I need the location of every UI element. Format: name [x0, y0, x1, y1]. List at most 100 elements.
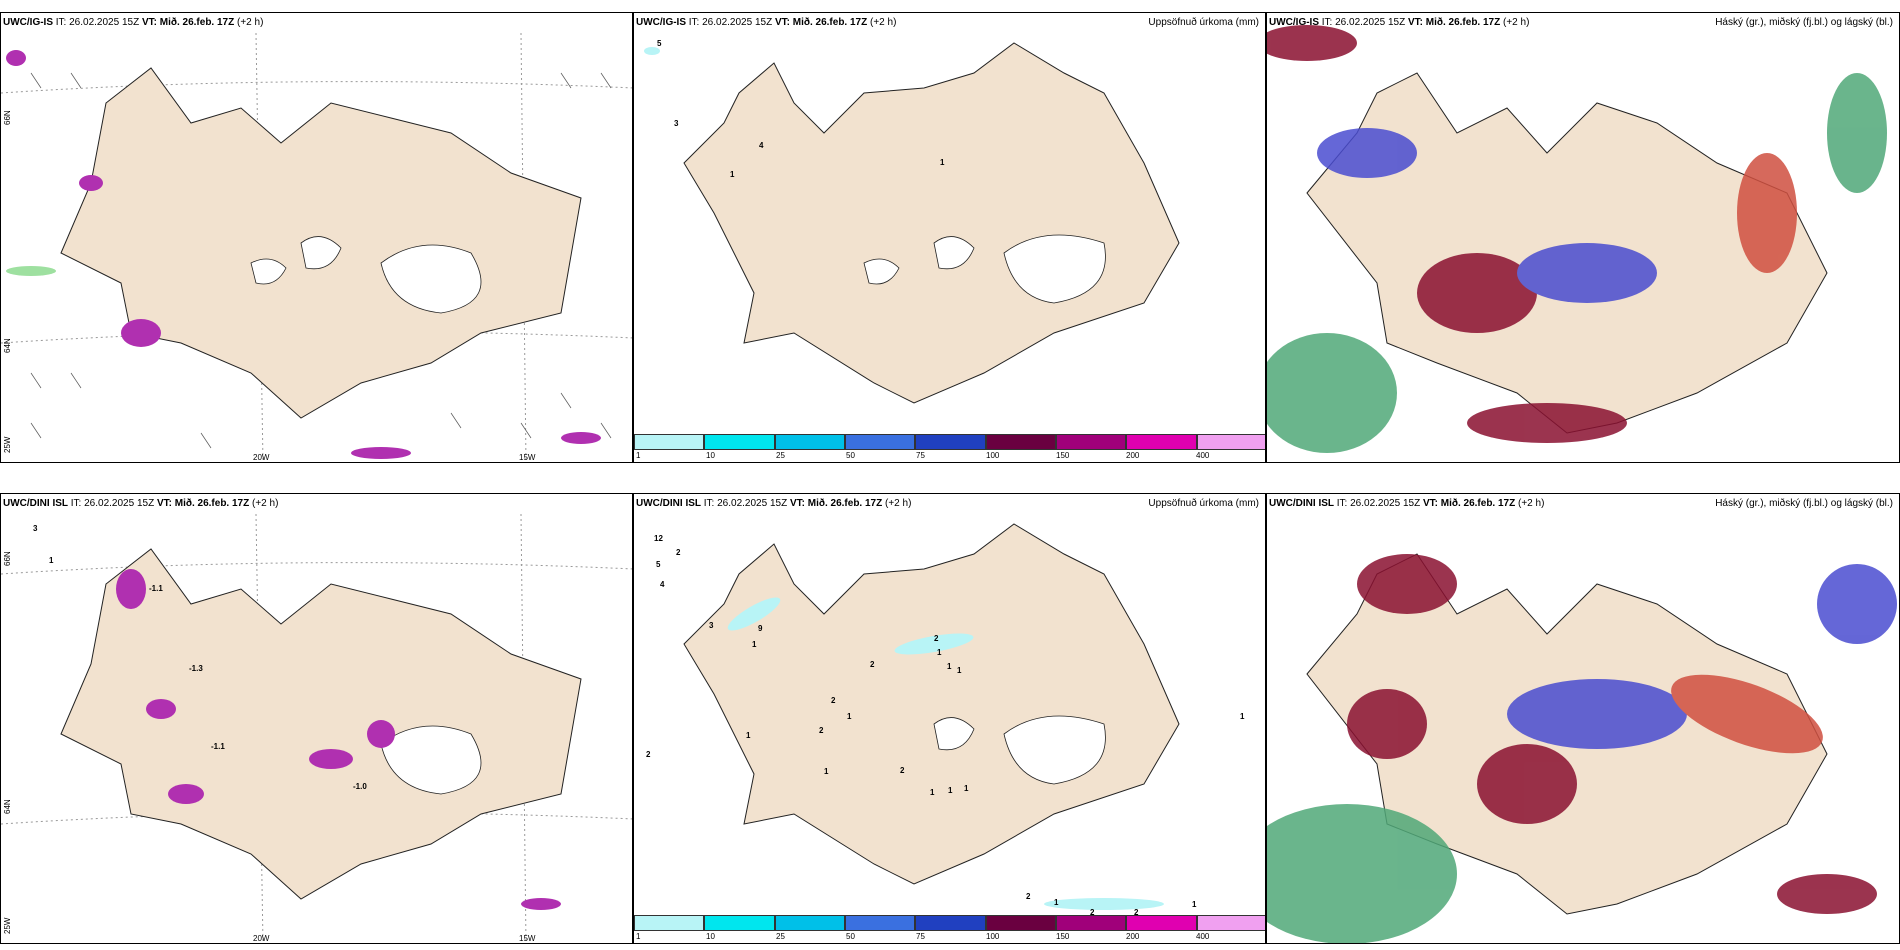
precip-value: 1: [948, 786, 953, 795]
precip-colorbar: [634, 915, 1265, 931]
precip-value: 1: [730, 170, 735, 179]
wind-map-value: -1.1: [149, 584, 163, 593]
wind-map-value: -1.3: [189, 664, 203, 673]
lead-time: (+2 h): [252, 498, 279, 509]
panel-header: UWC/IG-IS IT: 26.02.2025 15Z VT: Mið. 26…: [636, 17, 896, 28]
precip-value: 4: [660, 580, 665, 589]
colorbar-label: 200: [1126, 451, 1140, 460]
colorbar-cell: [1196, 915, 1265, 931]
panel-bottom-right: UWC/DINI ISL IT: 26.02.2025 15Z VT: Mið.…: [1266, 493, 1900, 944]
valid-time: Mið. 26.feb. 17Z: [174, 498, 250, 509]
lon-label-20w: 20W: [253, 934, 270, 943]
precip-value: 2: [831, 696, 836, 705]
precip-value: 4: [759, 141, 764, 150]
precip-value: 2: [1026, 892, 1031, 901]
colorbar-label: 100: [986, 932, 1000, 941]
valid-time: Mið. 26.feb. 17Z: [1440, 498, 1516, 509]
lat-label-64n: 64N: [3, 338, 12, 353]
precip-value: 5: [657, 39, 662, 48]
iceland-land: [60, 548, 582, 900]
precip-value: 1: [1240, 712, 1245, 721]
lat-label-64n: 64N: [3, 799, 12, 814]
valid-time: Mið. 26.feb. 17Z: [807, 498, 883, 509]
colorbar-label: 25: [776, 451, 785, 460]
precip-value: 1: [957, 666, 962, 675]
wind-map: [1, 513, 632, 943]
precip-value: 2: [934, 634, 939, 643]
precip-value: 2: [870, 660, 875, 669]
model-name: UWC/DINI ISL: [1269, 498, 1334, 509]
precip-value: 1: [1192, 900, 1197, 909]
lon-label-15w: 15W: [519, 453, 536, 462]
colorbar-label: 50: [846, 932, 855, 941]
colorbar-cell: [774, 434, 845, 450]
colorbar-labels: 1 10 25 50 75 100 150 200 400: [634, 932, 1265, 943]
precip-value: 9: [758, 624, 763, 633]
valid-label: VT:: [1422, 498, 1438, 509]
colorbar-label: 400: [1196, 451, 1210, 460]
colorbar-cell: [1055, 434, 1127, 450]
wind-map-value: -1.1: [211, 742, 225, 751]
panel-header: UWC/IG-IS IT: 26.02.2025 15Z VT: Mið. 26…: [3, 17, 263, 28]
wind-map-value: 1: [49, 556, 54, 565]
precip-value: 2: [1090, 908, 1095, 917]
wind-map-value: 3: [33, 524, 38, 533]
colorbar-label: 50: [846, 451, 855, 460]
model-name: UWC/DINI ISL: [636, 498, 701, 509]
precip-value: 1: [847, 712, 852, 721]
colorbar-cell: [915, 915, 986, 931]
colorbar-label: 150: [1056, 932, 1070, 941]
cloud-map: [1267, 553, 1897, 943]
colorbar-label: 200: [1126, 932, 1140, 941]
cloud-map: [1267, 25, 1887, 453]
lat-label-25w: 25W: [3, 917, 12, 934]
lead-time: (+2 h): [870, 17, 897, 28]
wind-map: [1, 32, 632, 462]
colorbar-cell: [1055, 915, 1127, 931]
colorbar-label: 10: [706, 932, 715, 941]
precip-value: 2: [1134, 908, 1139, 917]
panel-variable-title: Uppsöfnuð úrkoma (mm): [1148, 17, 1259, 28]
precip-value: 3: [674, 119, 679, 128]
colorbar-label: 25: [776, 932, 785, 941]
panel-header: UWC/DINI ISL IT: 26.02.2025 15Z VT: Mið.…: [3, 498, 278, 509]
panel-bottom-mid: UWC/DINI ISL IT: 26.02.2025 15Z VT: Mið.…: [633, 493, 1266, 944]
panel-variable-title: Uppsöfnuð úrkoma (mm): [1148, 498, 1259, 509]
panel-variable-title: Háský (gr.), miðský (fj.bl.) og lágský (…: [1715, 498, 1893, 509]
init-time: IT: 26.02.2025 15Z: [55, 17, 140, 28]
valid-label: VT:: [156, 498, 172, 509]
precip-value: 1: [947, 662, 952, 671]
model-name: UWC/IG-IS: [636, 17, 686, 28]
colorbar-cell: [1196, 434, 1265, 450]
precip-map: [683, 523, 1180, 910]
lat-label-66n: 66N: [3, 551, 12, 566]
model-name: UWC/DINI ISL: [3, 498, 68, 509]
valid-label: VT:: [141, 17, 157, 28]
lead-time: (+2 h): [1518, 498, 1545, 509]
precip-value: 2: [819, 726, 824, 735]
lead-time: (+2 h): [885, 498, 912, 509]
valid-label: VT:: [789, 498, 805, 509]
colorbar-cell: [774, 915, 845, 931]
iceland-land: [683, 42, 1180, 404]
precip-value: 2: [676, 548, 681, 557]
init-time: IT: 26.02.2025 15Z: [1336, 498, 1421, 509]
precip-colorbar: [634, 434, 1265, 450]
precip-value: 1: [746, 731, 751, 740]
colorbar-cell: [634, 434, 705, 450]
wind-map-value: -1.0: [353, 782, 367, 791]
valid-label: VT:: [1407, 17, 1423, 28]
lead-time: (+2 h): [237, 17, 264, 28]
iceland-land: [683, 523, 1180, 885]
lon-label-20w: 20W: [253, 453, 270, 462]
init-time: IT: 26.02.2025 15Z: [703, 498, 788, 509]
panel-top-right: UWC/IG-IS IT: 26.02.2025 15Z VT: Mið. 26…: [1266, 12, 1900, 463]
colorbar-label: 1: [636, 932, 641, 941]
panel-header: UWC/IG-IS IT: 26.02.2025 15Z VT: Mið. 26…: [1269, 17, 1529, 28]
colorbar-labels: 1 10 25 50 75 100 150 200 400: [634, 451, 1265, 462]
panel-header: UWC/DINI ISL IT: 26.02.2025 15Z VT: Mið.…: [636, 498, 911, 509]
init-time: IT: 26.02.2025 15Z: [688, 17, 773, 28]
colorbar-cell: [915, 434, 986, 450]
colorbar-cell: [634, 915, 705, 931]
precip-value: 1: [964, 784, 969, 793]
